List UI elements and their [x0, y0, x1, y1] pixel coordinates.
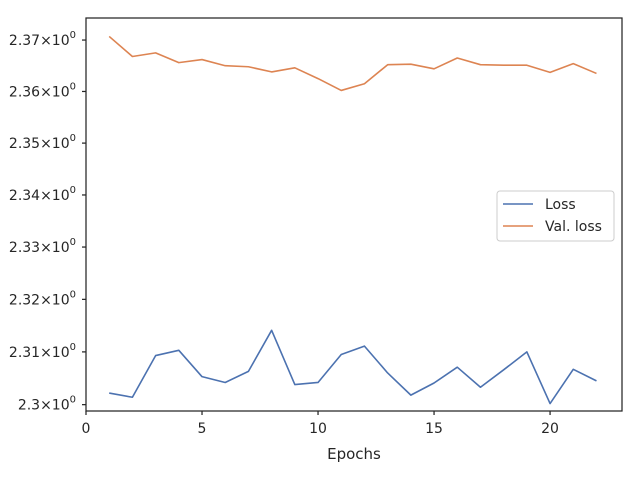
y-tick-label: 2.3×100 — [18, 395, 76, 414]
x-axis-label: Epochs — [327, 445, 381, 463]
x-tick-label: 15 — [425, 421, 443, 437]
y-tick-label: 2.35×100 — [9, 133, 76, 152]
x-tick-label: 5 — [198, 421, 207, 437]
y-tick-label: 2.37×100 — [9, 30, 76, 49]
y-tick-label: 2.31×100 — [9, 342, 76, 361]
y-tick-label: 2.34×100 — [9, 185, 76, 204]
series-line — [109, 329, 597, 405]
x-tick-label: 0 — [82, 421, 91, 437]
legend: Loss Val. loss — [496, 190, 615, 242]
series-loss — [109, 329, 597, 405]
legend-label: Loss — [545, 197, 576, 213]
y-tick-label: 2.36×100 — [9, 81, 76, 100]
y-tick-label: 2.33×100 — [9, 237, 76, 256]
series-val-loss — [108, 35, 597, 92]
series-line — [108, 35, 597, 92]
y-tick-label: 2.32×100 — [9, 289, 76, 308]
x-tick-label: 10 — [309, 421, 327, 437]
y-axis: 2.3×100 2.31×100 2.32×100 2.33×100 2.34×100 2… — [9, 30, 86, 414]
x-axis: 0 5 10 15 20 — [82, 411, 559, 437]
series-layer — [108, 35, 597, 405]
x-tick-label: 20 — [541, 421, 559, 437]
legend-label: Val. loss — [545, 219, 602, 235]
